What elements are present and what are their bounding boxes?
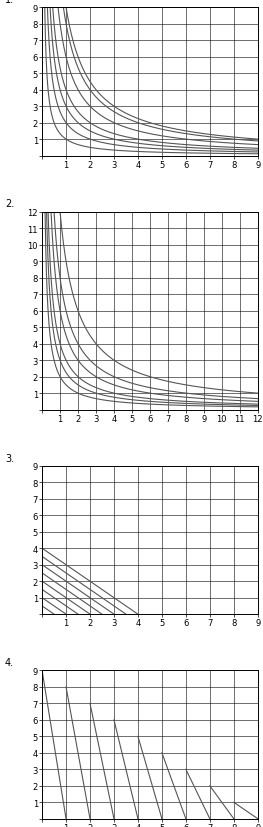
Text: 4.: 4. — [5, 657, 14, 667]
Text: 2.: 2. — [5, 198, 14, 208]
Text: 3.: 3. — [5, 453, 14, 463]
Text: 1.: 1. — [5, 0, 14, 5]
